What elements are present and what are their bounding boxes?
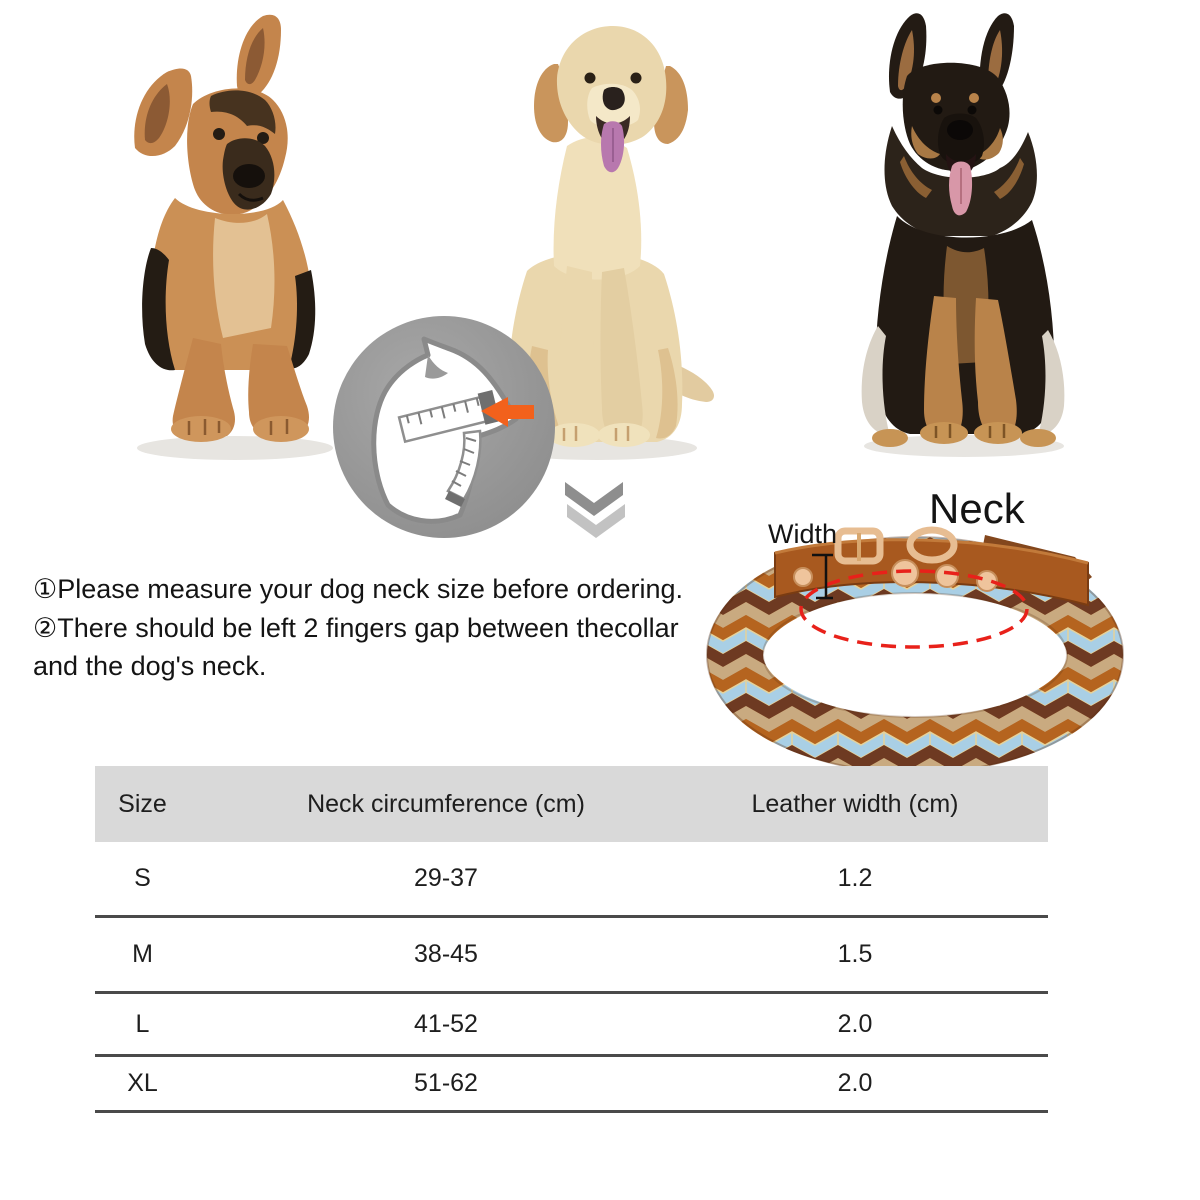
table-row: XL 51-62 2.0 xyxy=(95,1057,1048,1113)
table-row: M 38-45 1.5 xyxy=(95,918,1048,994)
cell-neck: 41-52 xyxy=(414,1009,478,1038)
double-chevron-down-icon xyxy=(565,482,625,538)
instruction-line-1: ①Please measure your dog neck size befor… xyxy=(33,574,684,604)
instruction-line-3: and the dog's neck. xyxy=(33,651,267,681)
cell-neck: 51-62 xyxy=(414,1069,478,1097)
collar-neck-label: Neck xyxy=(929,485,1025,532)
braided-leather-collar-photo xyxy=(706,526,1124,774)
cell-size: S xyxy=(134,864,151,892)
table-row: S 29-37 1.2 xyxy=(95,842,1048,918)
collar-width-label: Width xyxy=(768,519,838,549)
size-chart-table: Size Neck circumference (cm) Leather wid… xyxy=(95,766,1048,1113)
cell-width: 2.0 xyxy=(837,1069,873,1097)
collar-stud xyxy=(935,564,959,588)
cell-width: 2.0 xyxy=(837,1009,873,1038)
cell-neck: 38-45 xyxy=(414,940,478,968)
header-size: Size xyxy=(118,789,167,818)
collar-d-ring xyxy=(906,526,958,564)
german-shepherd-puppy-photo xyxy=(134,14,333,460)
table-row: L 41-52 2.0 xyxy=(95,994,1048,1057)
collar-stud xyxy=(891,559,919,587)
header-neck-circumference: Neck circumference (cm) xyxy=(307,789,585,818)
collar-stud xyxy=(793,567,813,587)
golden-retriever-photo xyxy=(497,26,714,460)
instruction-line-2: ②There should be left 2 fingers gap betw… xyxy=(33,612,679,643)
cell-size: XL xyxy=(127,1069,158,1097)
measuring-instructions: ①Please measure your dog neck size befor… xyxy=(33,570,733,686)
neck-circumference-dashed-ellipse xyxy=(799,569,1029,649)
cell-width: 1.5 xyxy=(837,940,873,968)
collar-stud xyxy=(976,570,998,592)
header-leather-width: Leather width (cm) xyxy=(751,789,959,818)
german-shepherd-adult-photo xyxy=(861,13,1065,457)
cell-size: L xyxy=(135,1009,150,1038)
size-table-header-row: Size Neck circumference (cm) Leather wid… xyxy=(95,766,1048,842)
width-measure-bracket xyxy=(812,553,833,600)
neck-measuring-tape-diagram-icon xyxy=(333,316,555,538)
cell-width: 1.2 xyxy=(837,864,873,892)
cell-neck: 29-37 xyxy=(414,864,478,892)
orange-left-arrow-icon xyxy=(481,397,534,427)
cell-size: M xyxy=(132,940,153,968)
